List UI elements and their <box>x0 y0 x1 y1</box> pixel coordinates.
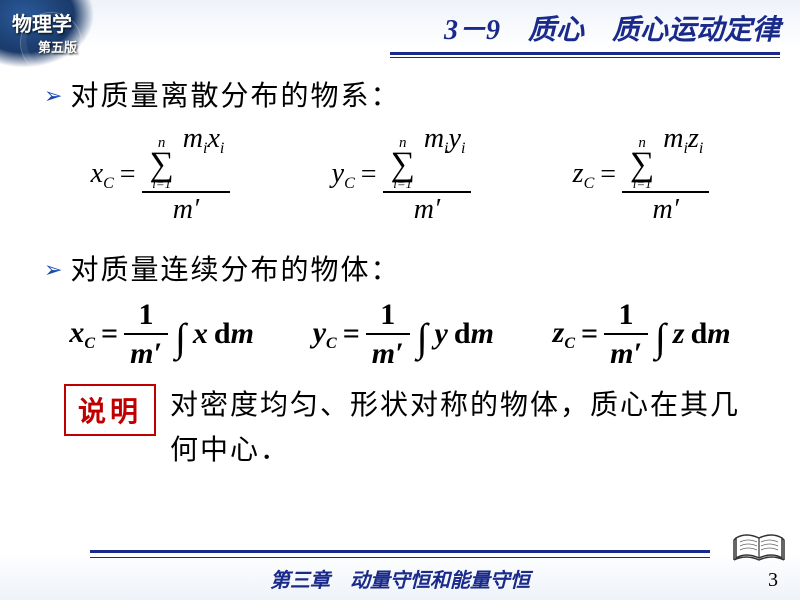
book-title: 物理学 <box>12 8 120 37</box>
book-logo: 物理学 第五版 <box>0 0 120 75</box>
page-number: 3 <box>768 569 778 592</box>
section-title: 质心 质心运动定律 <box>528 15 780 46</box>
bullet-icon: ➢ <box>44 257 64 282</box>
chapter-title: 第三章 动量守恒和能量守恒 <box>0 564 800 593</box>
footer-rule <box>90 550 710 558</box>
section-number: 3－9 <box>444 15 500 46</box>
eq-zc-discrete: zC = n∑i=1 mizi m′ <box>573 124 710 226</box>
eq-yc-discrete: yC = n∑i=1 miyi m′ <box>332 124 472 226</box>
continuous-equations: xC = 1m′ ∫ xdm yC = 1m′ ∫ ydm zC = 1m′ ∫… <box>40 298 760 370</box>
eq-xc-continuous: xC = 1m′ ∫ xdm <box>69 298 254 370</box>
bullet-continuous: ➢对质量连续分布的物体： <box>44 248 770 288</box>
bullet-icon: ➢ <box>44 83 64 108</box>
book-edition: 第五版 <box>38 37 120 56</box>
note-row: 说明 对密度均匀、形状对称的物体，质心在其几何中心． <box>64 384 752 474</box>
note-text: 对密度均匀、形状对称的物体，质心在其几何中心． <box>170 384 752 474</box>
eq-xc-discrete: xC = n∑i=1 mixi m′ <box>91 124 231 226</box>
slide-footer: 第三章 动量守恒和能量守恒 <box>0 550 800 594</box>
eq-zc-continuous: zC = 1m′ ∫ zdm <box>553 298 731 370</box>
discrete-equations: xC = n∑i=1 mixi m′ yC = n∑i=1 miyi m <box>40 124 760 226</box>
note-label: 说明 <box>64 384 156 436</box>
slide-content: ➢对质量离散分布的物系： xC = n∑i=1 mixi m′ yC = n∑i… <box>30 70 770 540</box>
bullet-discrete: ➢对质量离散分布的物系： <box>44 74 770 114</box>
header-underline <box>390 52 780 58</box>
eq-yc-continuous: yC = 1m′ ∫ ydm <box>313 298 494 370</box>
slide-header: 3－9 质心 质心运动定律 <box>130 8 780 54</box>
